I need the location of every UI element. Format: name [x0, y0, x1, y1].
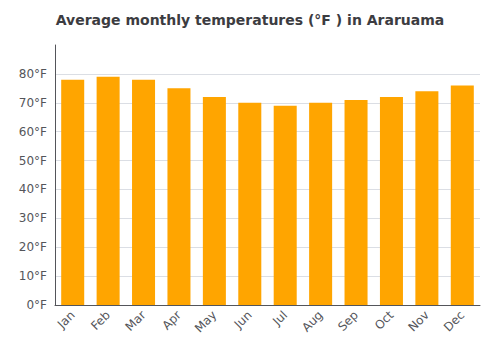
svg-text:Jul: Jul [269, 308, 290, 329]
svg-text:0°F: 0°F [26, 298, 47, 312]
svg-text:Nov: Nov [405, 308, 431, 334]
svg-text:Feb: Feb [88, 308, 113, 333]
svg-text:Sep: Sep [335, 308, 361, 334]
svg-text:50°F: 50°F [19, 154, 47, 168]
svg-text:40°F: 40°F [19, 182, 47, 196]
svg-text:70°F: 70°F [19, 96, 47, 110]
svg-text:60°F: 60°F [19, 125, 47, 139]
svg-text:10°F: 10°F [19, 269, 47, 283]
svg-text:Jun: Jun [231, 308, 255, 332]
svg-text:Jan: Jan [54, 308, 78, 332]
svg-text:20°F: 20°F [19, 240, 47, 254]
svg-text:Mar: Mar [123, 308, 149, 334]
svg-text:80°F: 80°F [19, 67, 47, 81]
svg-text:Apr: Apr [159, 308, 184, 333]
svg-text:Aug: Aug [299, 308, 325, 334]
svg-text:May: May [192, 308, 219, 335]
svg-text:Average monthly temperatures (: Average monthly temperatures (°F ) in Ar… [56, 12, 445, 28]
svg-text:30°F: 30°F [19, 211, 47, 225]
svg-text:Oct: Oct [372, 308, 397, 333]
svg-text:Dec: Dec [441, 308, 467, 334]
